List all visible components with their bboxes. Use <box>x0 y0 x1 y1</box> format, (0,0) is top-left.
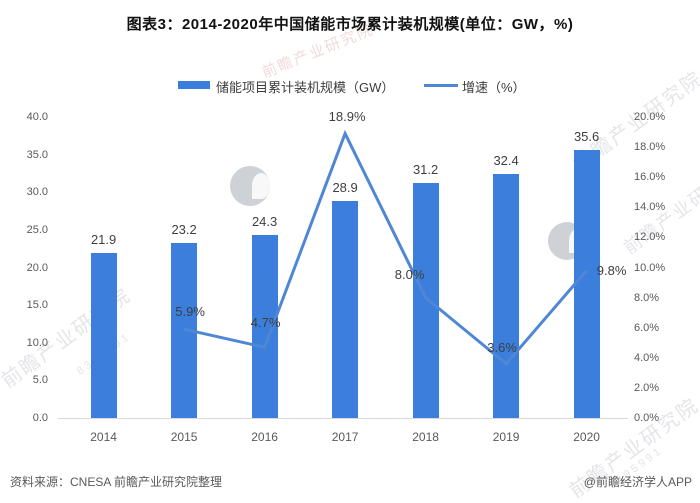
left-axis-tick: 10.0 <box>26 336 48 349</box>
x-axis-label-2018: 2018 <box>412 430 439 444</box>
x-axis-label-2014: 2014 <box>90 430 117 444</box>
right-axis-tick: 2.0% <box>634 381 660 394</box>
bar-value-label: 35.6 <box>573 129 600 145</box>
bar-2015 <box>171 243 198 418</box>
chart-title: 图表3：2014-2020年中国储能市场累计装机规模(单位：GW，%) <box>126 16 574 33</box>
bar-2019 <box>493 174 520 418</box>
legend-line-label: 增速（%） <box>462 80 526 95</box>
right-axis-tick: 4.0% <box>634 351 660 364</box>
x-axis-label-2015: 2015 <box>170 430 198 444</box>
bar-value-label: 23.2 <box>171 222 197 238</box>
bar-value-label: 31.2 <box>412 162 439 178</box>
line-value-label: 5.9% <box>175 304 205 320</box>
left-axis-tick: 20.0 <box>26 261 48 274</box>
right-axis-tick: 10.0% <box>634 261 666 274</box>
bar-value-label: 32.4 <box>493 153 519 169</box>
left-axis-tick: 5.0 <box>32 374 48 387</box>
left-axis-tick: 40.0 <box>26 111 48 123</box>
bar-2014 <box>90 253 117 418</box>
x-axis-label-2019: 2019 <box>492 430 520 444</box>
bar-value-label: 21.9 <box>90 232 117 248</box>
bar-2020 <box>573 150 600 418</box>
line-value-label: 9.8% <box>596 262 627 278</box>
left-axis-tick: 25.0 <box>26 223 48 236</box>
legend-bar-label: 储能项目累计装机规模（GW） <box>216 80 395 95</box>
bar-2018 <box>412 183 439 418</box>
left-axis-tick: 15.0 <box>26 299 48 312</box>
right-axis-tick: 20.0% <box>634 111 666 123</box>
right-axis-tick: 6.0% <box>634 321 660 334</box>
bar-value-label: 28.9 <box>332 179 358 195</box>
left-axis-tick: 0.0 <box>32 412 48 424</box>
x-axis-label-2017: 2017 <box>331 430 359 444</box>
line-value-label: 3.6% <box>487 339 517 355</box>
x-axis-label-2016: 2016 <box>251 430 278 444</box>
right-axis-tick: 16.0% <box>634 171 666 184</box>
line-value-label: 18.9% <box>328 108 366 124</box>
bar-value-label: 24.3 <box>251 214 278 230</box>
left-axis-tick: 30.0 <box>26 186 48 199</box>
right-axis-tick: 0.0% <box>634 412 660 424</box>
right-axis-tick: 8.0% <box>634 291 660 304</box>
right-axis-tick: 12.0% <box>634 231 666 244</box>
left-axis-tick: 35.0 <box>26 148 48 161</box>
line-value-label: 4.7% <box>250 315 281 331</box>
legend-bar-swatch-icon <box>178 81 210 89</box>
right-axis-tick: 14.0% <box>634 201 666 214</box>
line-value-label: 8.0% <box>394 266 425 282</box>
x-axis-label-2020: 2020 <box>573 430 600 444</box>
x-axis-line <box>58 418 628 419</box>
source-text: 资料来源：CNESA 前瞻产业研究院整理 <box>10 475 223 489</box>
credit-text: @前瞻经济学人APP <box>583 475 692 489</box>
right-axis-tick: 18.0% <box>634 141 666 154</box>
bar-2017 <box>332 200 359 418</box>
legend-line-swatch-icon <box>424 84 458 87</box>
